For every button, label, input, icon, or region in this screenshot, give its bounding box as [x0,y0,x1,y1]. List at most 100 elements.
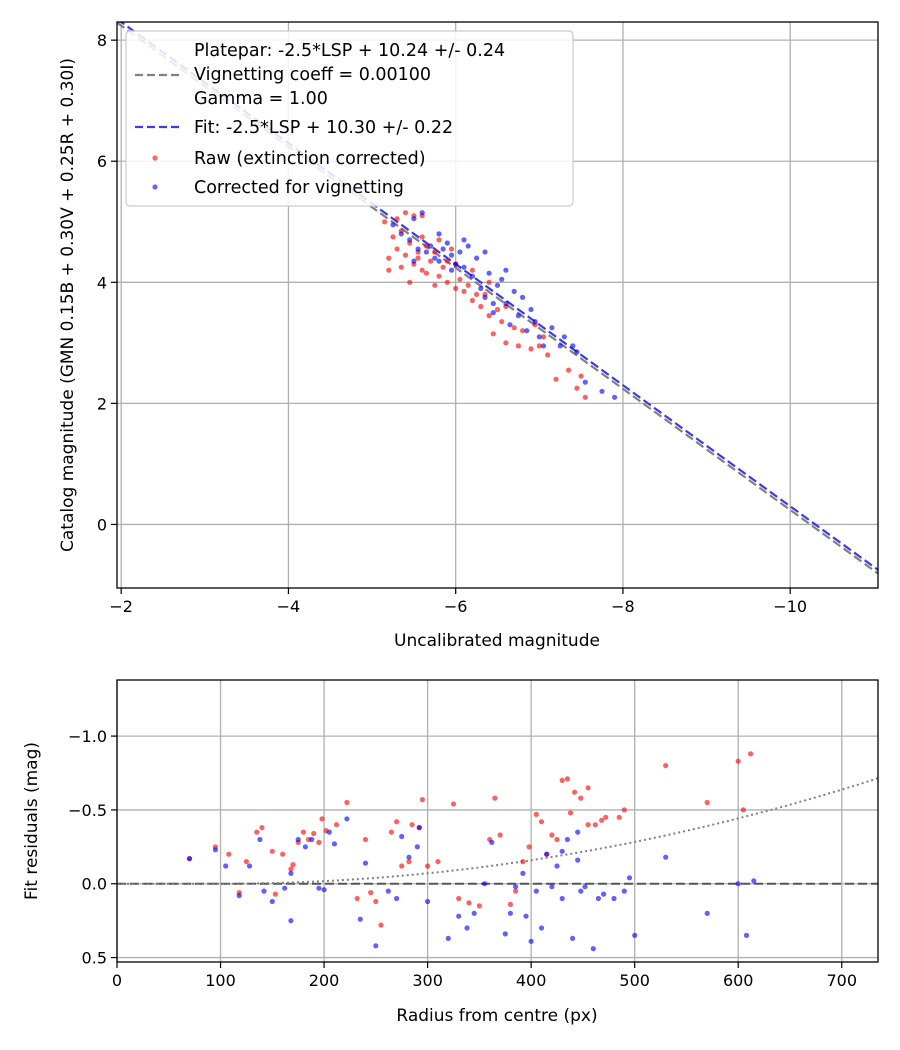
corrected-point [344,816,350,822]
y-tick-label: 8 [97,31,107,50]
corrected-point [528,306,534,313]
corrected-point [575,829,581,835]
corrected-point [513,884,519,890]
raw-point [402,210,409,216]
corrected-point [502,931,508,937]
y-tick-label: −1.0 [68,727,107,746]
raw-point [533,811,539,818]
corrected-point [494,282,501,288]
corrected-point [246,863,253,869]
corrected-point [425,898,431,905]
corrected-point [515,313,522,319]
legend-raw-label: Raw (extinction corrected) [194,149,426,169]
x-tick-label: 600 [723,971,754,990]
corrected-point [632,932,638,939]
x-tick-label: 400 [516,971,547,990]
corrected-point [482,249,488,255]
corrected-point [326,829,332,835]
corrected-point [457,249,463,255]
raw-point [497,832,503,838]
raw-point [503,340,509,346]
bottom-chart: 0 100 200 300 400 500 600 700 0.5 0.0 −0.5 −1.0 Rad… [22,679,879,1026]
x-tick-label: 300 [412,971,443,990]
raw-point [402,252,409,258]
raw-point [469,297,475,304]
corrected-point [436,231,442,237]
raw-point [272,891,278,897]
raw-point [457,276,463,282]
raw-point [520,328,526,334]
raw-point [448,246,455,252]
raw-point [386,267,392,273]
corrected-point [524,328,530,334]
x-tick-label: −4 [277,597,301,616]
legend-platepar-line2: Vignetting coeff = 0.00100 [194,65,431,85]
raw-point [254,829,260,835]
raw-point [553,376,559,382]
corrected-point [582,379,588,385]
corrected-point [520,294,526,300]
corrected-point [520,870,526,877]
corrected-point [578,888,584,894]
x-tick-label: 0 [112,971,122,990]
legend-platepar-line3: Gamma = 1.00 [194,89,328,109]
bottom-grid [116,680,878,962]
raw-point [419,234,425,240]
raw-point [592,822,598,828]
raw-point [409,822,415,828]
corrected-point [533,888,539,894]
raw-point [549,832,555,838]
vignetting-curve [117,777,878,885]
corrected-point [415,246,421,252]
corrected-point [474,255,480,261]
corrected-point [575,857,581,863]
corrected-point [436,258,442,264]
top-scatter-points [382,210,618,400]
raw-point [316,839,322,846]
raw-point [474,291,480,297]
corrected-point [444,240,450,246]
raw-point [423,243,429,249]
corrected-point [223,863,229,869]
raw-point [585,822,591,828]
bottom-plot-frame [116,679,879,963]
raw-point [567,810,574,816]
raw-point [415,255,421,261]
x-tick-label: 700 [826,971,857,990]
corrected-point [471,910,477,916]
corrected-point [561,334,568,340]
top-y-axis-label: Catalog magnitude (GMN 0.15B + 0.30V + 0… [58,58,78,552]
corrected-point [385,888,391,894]
x-tick-label: −6 [444,597,468,616]
raw-point [511,325,517,331]
corrected-point [461,264,467,270]
raw-point [574,385,580,391]
corrected-point [445,935,451,942]
corrected-point [416,825,422,831]
legend-raw-marker [152,155,158,161]
corrected-point [523,913,529,919]
y-tick-label: 0.0 [82,875,107,894]
raw-point [578,373,584,379]
raw-point [300,829,306,835]
raw-point [368,890,374,896]
corrected-point [599,388,605,394]
y-tick-label: 2 [97,394,107,413]
raw-point [536,343,542,349]
raw-point [616,814,622,820]
corrected-point [601,891,607,897]
corrected-point [282,885,288,891]
raw-point [540,334,547,340]
y-tick-label: 0 [97,515,107,534]
corrected-point [532,319,538,325]
x-tick-label: −8 [611,597,635,616]
raw-point [566,367,572,373]
raw-point [461,288,467,294]
raw-point [578,795,584,801]
corrected-point [595,895,602,902]
corrected-point [461,237,467,243]
x-tick-label: 100 [205,971,236,990]
legend-box [125,30,574,207]
corrected-point [478,285,484,291]
corrected-point [362,860,369,866]
